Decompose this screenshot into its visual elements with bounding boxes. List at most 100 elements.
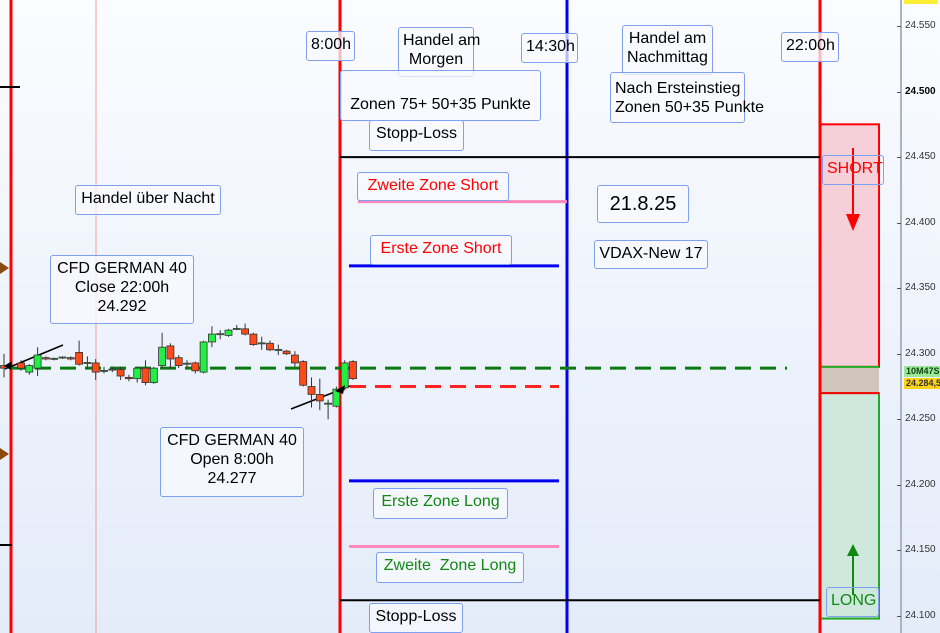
candle-body (158, 346, 167, 366)
candle-body (42, 357, 50, 360)
y-tick (897, 353, 901, 355)
label-date[interactable]: 21.8.25 (597, 185, 689, 223)
candle-body (33, 354, 42, 369)
candle-body (216, 333, 225, 336)
current-price-tag: 24.284,5 (904, 378, 940, 389)
label-stop-loss-bottom[interactable]: Stopp-Loss (369, 603, 463, 633)
candle-body (125, 376, 133, 380)
candle-body (257, 342, 266, 345)
countdown-tag: 10M47S (904, 366, 940, 377)
y-tick (897, 615, 901, 617)
neutral-zone (820, 366, 879, 394)
label-afternoon[interactable]: Handel am Nachmittag (622, 25, 713, 75)
short-zone-box (819, 123, 880, 368)
text: Handel am (403, 32, 481, 49)
long-zone-box (819, 392, 880, 620)
label-close-box[interactable]: CFD GERMAN 40 Close 22:00h 24.292 (50, 255, 194, 324)
label-erste-zone-long[interactable]: Erste Zone Long (373, 488, 508, 519)
candle-body (249, 333, 258, 345)
label-vdax[interactable]: VDAX-New 17 (594, 240, 708, 269)
label-overnight[interactable]: Handel über Nacht (75, 185, 221, 215)
label-open-box[interactable]: CFD GERMAN 40 Open 8:00h 24.277 (160, 427, 304, 497)
label-erste-zone-short[interactable]: Erste Zone Short (370, 235, 512, 265)
candle-body (299, 361, 308, 386)
candle-body (324, 402, 333, 405)
candle-body (91, 362, 100, 373)
price-axis[interactable] (900, 0, 902, 633)
candle-body (141, 367, 150, 383)
candle-body (108, 368, 117, 371)
y-tick (897, 550, 901, 552)
label-zweite-zone-long[interactable]: Zweite Zone Long (376, 552, 524, 583)
candle-body (50, 357, 59, 360)
y-tick (897, 222, 901, 224)
left-triangle-icon (0, 262, 9, 274)
text: 24.277 (207, 470, 257, 487)
candle-body (266, 342, 274, 351)
candle-body (274, 349, 283, 351)
text: Handel am (628, 30, 707, 47)
candle-body (75, 352, 83, 365)
candle-body (149, 367, 158, 383)
y-tick (897, 288, 901, 290)
y-tick-label: 24.250 (905, 413, 936, 425)
y-tick-label: 24.100 (905, 609, 936, 621)
text: CFD GERMAN 40 (167, 432, 297, 449)
text: Close 22:00h (74, 279, 170, 296)
candle-body (25, 365, 34, 373)
y-tick-label: 24.400 (905, 216, 936, 228)
y-tick-label: 24.300 (905, 347, 936, 359)
candle-body (340, 362, 349, 389)
y-tick-label: 24.150 (905, 544, 936, 556)
candle-body (332, 388, 341, 407)
top-price-tag (904, 0, 938, 4)
label-long[interactable]: LONG (826, 587, 879, 617)
text: Zonen 50+35 Punkte (615, 99, 765, 116)
text: Open 8:00h (190, 451, 274, 468)
label-stop-loss-top[interactable]: Stopp-Loss (369, 120, 464, 151)
candle-body (66, 357, 75, 360)
candle-body (282, 350, 291, 355)
candle-body (58, 356, 67, 359)
y-tick (897, 157, 901, 159)
candle-body (315, 393, 324, 402)
candle-body (17, 362, 25, 369)
candle-body (307, 386, 316, 395)
y-tick-label: 24.350 (905, 282, 936, 294)
y-tick-label: 24.200 (905, 478, 936, 490)
label-zones-afternoon[interactable]: Nach Ersteinstieg Zonen 50+35 Punkte (610, 72, 764, 123)
candle-body (241, 328, 250, 335)
text: CFD GERMAN 40 (57, 260, 187, 277)
label-22h[interactable]: 22:00h (781, 32, 839, 62)
label-8h[interactable]: 8:00h (306, 31, 355, 61)
candle-body (290, 354, 299, 364)
candle-body (116, 369, 125, 377)
y-tick (897, 419, 901, 421)
label-1430h[interactable]: 14:30h (521, 33, 578, 63)
label-morning[interactable]: Handel am Morgen (398, 27, 480, 77)
candle-body (232, 328, 241, 330)
trend-arrow-icon (335, 385, 345, 394)
label-zones-morning[interactable]: Zonen 75+ 50+35 Punkte (340, 70, 541, 121)
long-arrowhead-icon (847, 544, 859, 556)
candle-body (183, 362, 191, 365)
y-tick (897, 26, 901, 27)
y-tick (897, 484, 901, 486)
short-arrowhead-icon (846, 214, 860, 231)
candles (0, 323, 357, 420)
candle-body (224, 329, 233, 336)
y-tick-label: 24.550 (905, 20, 936, 31)
candle-body (83, 362, 92, 364)
candle-body (100, 369, 108, 372)
y-tick-label: 24.500 (905, 85, 936, 97)
price-chart (0, 0, 880, 633)
label-short[interactable]: SHORT (822, 155, 884, 185)
label-zweite-zone-short[interactable]: Zweite Zone Short (357, 172, 509, 201)
text: 24.292 (97, 298, 147, 315)
left-triangle-icon (0, 448, 9, 460)
text: Nachmittag (627, 49, 708, 66)
y-tick (897, 91, 901, 93)
candle-body (174, 357, 183, 366)
text: Nach Ersteinstieg (615, 80, 741, 97)
trend-arrow-icon (4, 361, 12, 370)
